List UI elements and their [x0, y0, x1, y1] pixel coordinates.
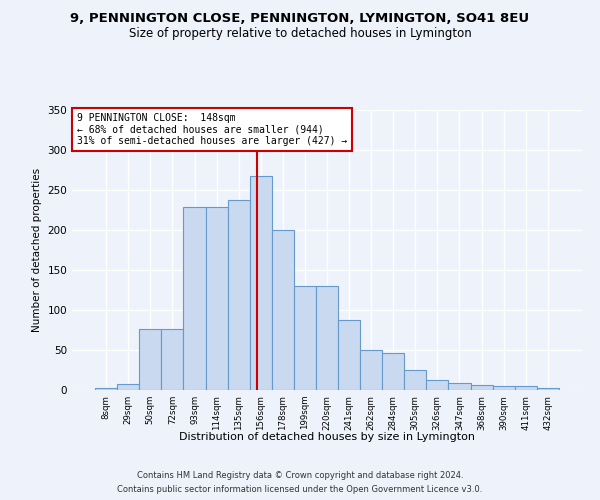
Y-axis label: Number of detached properties: Number of detached properties: [32, 168, 42, 332]
Bar: [537, 388, 559, 390]
Bar: [448, 383, 470, 390]
Bar: [139, 329, 161, 390]
Bar: [117, 384, 139, 390]
Bar: [338, 320, 360, 390]
Text: Contains public sector information licensed under the Open Government Licence v3: Contains public sector information licen…: [118, 484, 482, 494]
Bar: [470, 385, 493, 390]
Text: 9, PENNINGTON CLOSE, PENNINGTON, LYMINGTON, SO41 8EU: 9, PENNINGTON CLOSE, PENNINGTON, LYMINGT…: [70, 12, 530, 26]
Bar: [493, 386, 515, 390]
Text: Distribution of detached houses by size in Lymington: Distribution of detached houses by size …: [179, 432, 475, 442]
Bar: [294, 286, 316, 390]
Bar: [206, 207, 227, 390]
Bar: [250, 176, 272, 390]
Bar: [427, 380, 448, 390]
Bar: [227, 200, 250, 390]
Bar: [272, 230, 294, 390]
Bar: [316, 286, 338, 390]
Text: Contains HM Land Registry data © Crown copyright and database right 2024.: Contains HM Land Registry data © Crown c…: [137, 472, 463, 480]
Bar: [515, 386, 537, 390]
Bar: [161, 329, 184, 390]
Text: 9 PENNINGTON CLOSE:  148sqm
← 68% of detached houses are smaller (944)
31% of se: 9 PENNINGTON CLOSE: 148sqm ← 68% of deta…: [77, 113, 347, 146]
Bar: [404, 370, 427, 390]
Bar: [95, 388, 117, 390]
Text: Size of property relative to detached houses in Lymington: Size of property relative to detached ho…: [128, 28, 472, 40]
Bar: [360, 350, 382, 390]
Bar: [382, 353, 404, 390]
Bar: [184, 207, 206, 390]
